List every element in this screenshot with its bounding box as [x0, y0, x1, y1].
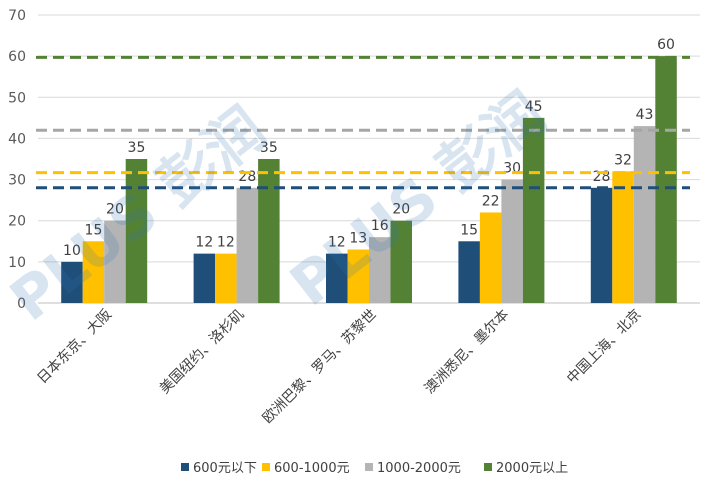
bar: [125, 159, 148, 303]
data-label: 20: [106, 202, 124, 218]
bar: [236, 187, 259, 303]
bar: [655, 56, 677, 304]
bar: [258, 159, 280, 303]
data-label: 45: [525, 99, 543, 115]
data-label: 13: [349, 231, 367, 247]
y-tick-label: 0: [17, 296, 26, 312]
y-tick-label: 60: [8, 49, 26, 65]
bar: [522, 117, 545, 303]
data-label: 12: [195, 235, 213, 251]
data-label: 32: [614, 152, 632, 168]
data-label: 35: [128, 140, 146, 156]
data-label: 60: [657, 37, 675, 53]
legend-swatch: [365, 463, 373, 471]
bars: [61, 56, 677, 304]
data-label: 15: [460, 222, 478, 238]
bar: [479, 212, 502, 303]
bar: [104, 220, 126, 303]
bar: [612, 171, 634, 303]
legend-swatch: [262, 463, 270, 471]
legend: 600元以下 600-1000元 1000-2000元 2000元以上: [181, 461, 568, 476]
data-label: 35: [260, 140, 278, 156]
data-label: 43: [636, 107, 654, 123]
data-label: 16: [371, 218, 389, 234]
bar: [369, 237, 391, 303]
bar: [458, 241, 480, 303]
bar: [347, 249, 369, 303]
data-label: 22: [482, 193, 500, 209]
bar: [215, 253, 237, 303]
bar: [326, 253, 348, 303]
x-category-label: 中国上海、北京: [564, 307, 645, 388]
bar: [501, 179, 523, 303]
y-tick-label: 50: [8, 90, 26, 106]
data-label: 10: [63, 243, 81, 259]
data-label: 12: [217, 235, 235, 251]
bar: [590, 187, 613, 303]
bar: [390, 220, 412, 303]
x-category-label: 澳洲悉尼、墨尔本: [422, 307, 513, 398]
y-tick-label: 30: [8, 173, 26, 189]
legend-swatch: [484, 463, 492, 471]
y-tick-label: 20: [8, 214, 26, 230]
bar: [82, 241, 105, 303]
y-tick-label: 70: [8, 8, 26, 24]
bar: [633, 126, 656, 303]
data-label: 15: [85, 222, 103, 238]
data-label: 12: [328, 235, 346, 251]
x-category-label: 欧洲巴黎、罗马、苏黎世: [260, 307, 380, 427]
legend-label: 2000元以上: [496, 461, 568, 476]
y-axis-ticks: 0 10 20 30 40 50 60 70: [8, 8, 26, 312]
legend-label: 1000-2000元: [377, 461, 461, 476]
legend-swatch: [181, 463, 189, 471]
x-axis-categories: 日本东京、大阪 美国纽约、洛杉矶 欧洲巴黎、罗马、苏黎世 澳洲悉尼、墨尔本 中国上海、北…: [34, 307, 644, 427]
legend-label: 600元以下: [193, 461, 257, 476]
data-label: 20: [392, 202, 410, 218]
y-tick-label: 10: [8, 255, 26, 271]
y-tick-label: 40: [8, 131, 26, 147]
reference-lines: [36, 55, 690, 190]
legend-label: 600-1000元: [274, 461, 350, 476]
x-category-label: 美国纽约、洛杉矶: [157, 307, 248, 398]
bar: [193, 253, 216, 303]
bar: [61, 261, 83, 303]
